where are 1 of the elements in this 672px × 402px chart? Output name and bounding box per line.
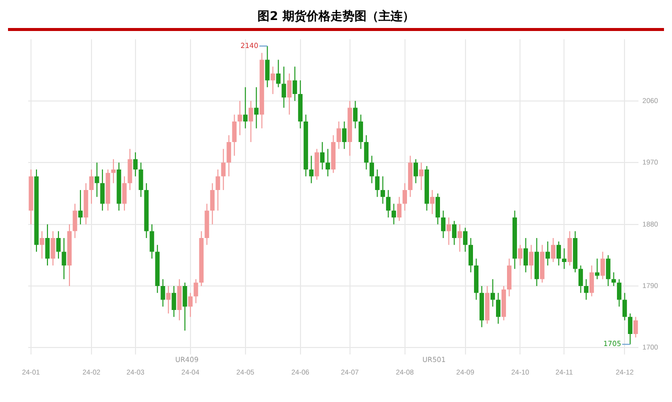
chart-title: 图2 期货价格走势图（主连） bbox=[8, 8, 664, 31]
